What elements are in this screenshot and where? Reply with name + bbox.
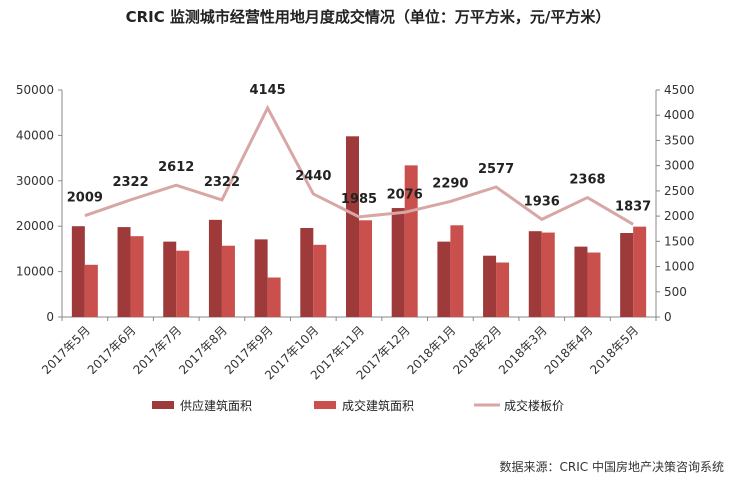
bar-supply <box>71 226 85 317</box>
right-tick-label: 1500 <box>664 234 695 248</box>
bar-deal <box>541 232 555 317</box>
right-tick-label: 1000 <box>664 260 695 274</box>
legend-swatch <box>314 401 336 409</box>
left-tick-label: 30000 <box>16 174 54 188</box>
bar-supply <box>208 219 222 317</box>
bar-deal <box>221 245 235 317</box>
right-tick-label: 4000 <box>664 108 695 122</box>
price-data-label: 4145 <box>250 83 286 98</box>
right-tick-label: 2000 <box>664 209 695 223</box>
x-tick-label: 2018年1月 <box>405 323 459 377</box>
legend-label: 供应建筑面积 <box>180 398 252 413</box>
x-tick-label: 2017年6月 <box>85 323 139 377</box>
bar-deal <box>84 264 98 317</box>
bar-deal <box>404 165 418 317</box>
bar-deal <box>359 220 372 317</box>
right-tick-label: 4500 <box>664 83 695 97</box>
bar-deal <box>450 225 464 317</box>
price-data-label: 2322 <box>204 175 240 190</box>
legend-label: 成交楼板价 <box>504 398 564 413</box>
price-data-label: 1936 <box>524 194 560 209</box>
x-tick-label: 2018年2月 <box>450 323 504 377</box>
left-tick-label: 10000 <box>16 265 54 279</box>
chart-title: CRIC 监测城市经营性用地月度成交情况（单位：万平方米，元/平方米） <box>125 8 611 26</box>
bar-deal <box>633 226 647 317</box>
price-data-label: 2076 <box>387 187 423 202</box>
bar-supply <box>483 255 497 317</box>
left-tick-label: 50000 <box>16 83 54 97</box>
price-data-label: 2368 <box>569 173 605 188</box>
price-data-label: 1985 <box>341 192 377 207</box>
x-tick-label: 2018年4月 <box>542 323 596 377</box>
bar-supply <box>300 228 314 317</box>
price-data-label: 2322 <box>112 175 148 190</box>
x-tick-label: 2017年5月 <box>39 323 93 377</box>
bar-supply <box>620 233 634 317</box>
bar-deal <box>130 236 144 317</box>
bar-supply <box>254 239 268 317</box>
bar-deal <box>267 277 281 317</box>
price-data-label: 2009 <box>67 191 103 206</box>
price-data-label: 1837 <box>615 199 651 214</box>
right-tick-label: 500 <box>664 285 687 299</box>
right-tick-label: 0 <box>664 310 672 324</box>
bar-deal <box>587 252 601 317</box>
x-tick-label: 2018年3月 <box>496 323 550 377</box>
source-note: 数据来源：CRIC 中国房地产决策咨询系统 <box>499 460 724 474</box>
bar-deal <box>176 250 190 317</box>
bar-supply <box>117 227 131 317</box>
price-data-label: 2612 <box>158 160 194 175</box>
x-tick-label: 2017年7月 <box>130 323 184 377</box>
bar-supply <box>528 231 542 317</box>
x-tick-label: 2018年5月 <box>587 323 641 377</box>
right-tick-label: 3000 <box>664 159 695 173</box>
price-data-label: 2440 <box>295 169 331 184</box>
legend-swatch <box>152 401 174 409</box>
price-data-label: 2290 <box>432 176 468 191</box>
bar-deal <box>313 244 327 317</box>
legend-label: 成交建筑面积 <box>342 398 414 413</box>
price-data-label: 2577 <box>478 162 514 177</box>
bar-supply <box>574 246 588 317</box>
left-tick-label: 40000 <box>16 128 54 142</box>
bar-supply <box>346 136 359 317</box>
right-tick-label: 3500 <box>664 133 695 147</box>
bar-deal <box>496 262 510 317</box>
left-tick-label: 20000 <box>16 219 54 233</box>
bar-supply <box>437 241 451 317</box>
right-tick-label: 2500 <box>664 184 695 198</box>
price-line <box>84 104 634 226</box>
bar-supply <box>163 241 177 317</box>
left-tick-label: 0 <box>46 310 54 324</box>
bar-supply <box>391 208 405 317</box>
x-tick-label: 2017年8月 <box>176 323 230 377</box>
